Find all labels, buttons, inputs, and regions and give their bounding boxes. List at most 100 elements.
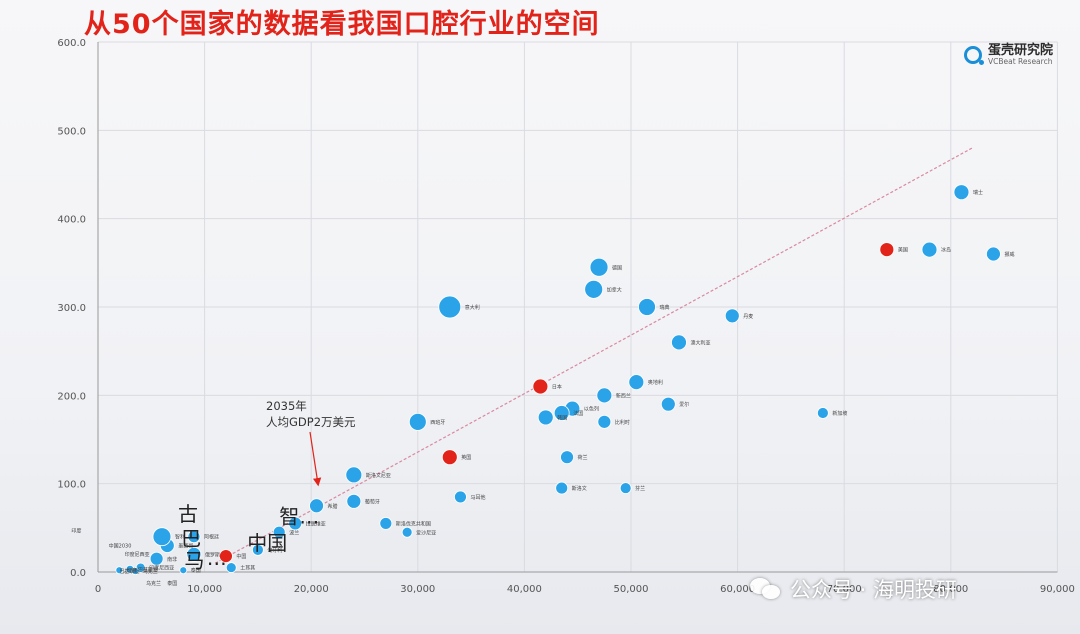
overlay-label: 古 [178, 502, 198, 526]
point-label: 芬兰 [635, 485, 645, 492]
point-label: 斯洛文尼亚 [366, 472, 391, 479]
data-point [597, 414, 612, 429]
overlay-label: 中国 [247, 531, 287, 555]
data-point [149, 551, 164, 566]
y-tick-label: 0.0 [70, 568, 86, 579]
data-point [596, 387, 613, 404]
point-label: 阿根廷 [204, 534, 219, 541]
point-label: 波兰 [289, 529, 299, 536]
annotation-text-line1: 2035年 [266, 399, 307, 413]
data-point [816, 407, 829, 419]
x-tick-label: 10,000 [187, 584, 222, 595]
data-point [179, 566, 188, 575]
y-tick-label: 400.0 [57, 215, 86, 226]
y-tick-label: 300.0 [57, 303, 86, 314]
point-label: 新西兰 [616, 392, 631, 399]
point-label: 澳大利亚 [690, 339, 710, 346]
callout-label: 乌克兰 [146, 580, 161, 587]
callout-label: 印度 [71, 527, 81, 534]
point-label: 韩国 [557, 414, 567, 421]
point-label: 以色列 [584, 406, 599, 413]
overlay-label: … [207, 546, 227, 570]
data-point [553, 405, 570, 421]
data-point [921, 241, 938, 258]
x-tick-label: 80,000 [933, 584, 968, 595]
brand-name: 蛋壳研究院 [988, 43, 1054, 58]
data-point [537, 409, 554, 426]
data-point [379, 517, 393, 530]
point-label: 冰岛 [941, 247, 951, 254]
data-point [454, 490, 467, 504]
data-point [272, 525, 286, 539]
point-label: 瑞士 [973, 189, 983, 196]
data-point [879, 242, 895, 257]
data-point [309, 498, 324, 514]
y-tick-label: 200.0 [57, 391, 86, 402]
trend-layer [214, 147, 973, 564]
point-label: 乌克兰 [143, 568, 158, 575]
data-point [438, 295, 462, 319]
overlay-label: 智… [279, 504, 319, 528]
data-point [346, 493, 362, 509]
y-tick-label: 600.0 [57, 38, 86, 49]
point-label: 瑞典 [659, 304, 669, 311]
vcbeat-logo-icon [964, 45, 984, 65]
grid-layer [97, 41, 1058, 573]
data-point [186, 546, 202, 562]
y-tick-label: 500.0 [57, 126, 86, 137]
point-label: 斯洛伐克共和国 [396, 520, 431, 527]
point-label: 南非 [167, 556, 177, 563]
data-point [401, 526, 413, 538]
point-label: 爱尔 [679, 401, 689, 408]
x-tick-label: 70,000 [827, 584, 862, 595]
data-point [288, 516, 303, 531]
point-label: 日本 [552, 384, 562, 391]
x-tick-label: 0 [95, 584, 101, 595]
data-point [251, 544, 264, 556]
point-label: 西班牙 [430, 419, 445, 426]
data-point [628, 374, 645, 390]
overlay-label: 马 [184, 549, 204, 573]
brand-text: 蛋壳研究院 VCBeat Research [988, 44, 1053, 66]
point-label: 巴基斯坦 [138, 566, 158, 573]
point-label: 中国 [236, 553, 246, 560]
annotation-text-line2: 人均GDP2万美元 [266, 415, 356, 429]
x-tick-label: 20,000 [294, 584, 329, 595]
point-label: 爱沙尼亚 [416, 529, 436, 536]
data-point [724, 308, 740, 324]
data-point [660, 396, 676, 412]
callout-label: 泰国 [167, 580, 177, 587]
point-label: 墨西哥 [178, 544, 193, 550]
callout-label: 巴基斯坦 [119, 568, 139, 575]
trend-line [214, 147, 973, 564]
point-label: 德国 [612, 264, 622, 271]
point-label: 意大利 [465, 304, 480, 311]
x-tick-label: 90,000 [1040, 584, 1075, 595]
point-label: 印度尼西亚 [149, 565, 174, 572]
brand-subtitle: VCBeat Research [988, 56, 1053, 66]
data-point [219, 549, 233, 564]
point-label: 泰国 [191, 567, 201, 574]
x-tick-label: 50,000 [614, 584, 649, 595]
annotation-arrow [309, 431, 322, 487]
x-tick-label: 60,000 [720, 584, 755, 595]
point-label: 俄罗斯 [205, 551, 220, 558]
point-label: 马耳他 [470, 494, 485, 501]
watermark-text: 公众号 · 海明投研 [790, 578, 958, 602]
data-point [638, 298, 656, 316]
point-label: 拉脱维亚 [306, 520, 326, 527]
data-point [225, 562, 237, 573]
point-label: 智利 [175, 534, 185, 541]
data-point [152, 527, 172, 547]
data-point [532, 378, 549, 395]
data-point [953, 184, 970, 201]
point-label: 挪威 [1004, 251, 1014, 258]
point-label: 法国 [573, 410, 583, 417]
point-label: 比利时 [615, 419, 630, 426]
x-tick-label: 40,000 [507, 584, 542, 595]
data-point [584, 279, 604, 299]
points-layer [115, 184, 1001, 576]
point-label: 荷兰 [578, 454, 588, 461]
